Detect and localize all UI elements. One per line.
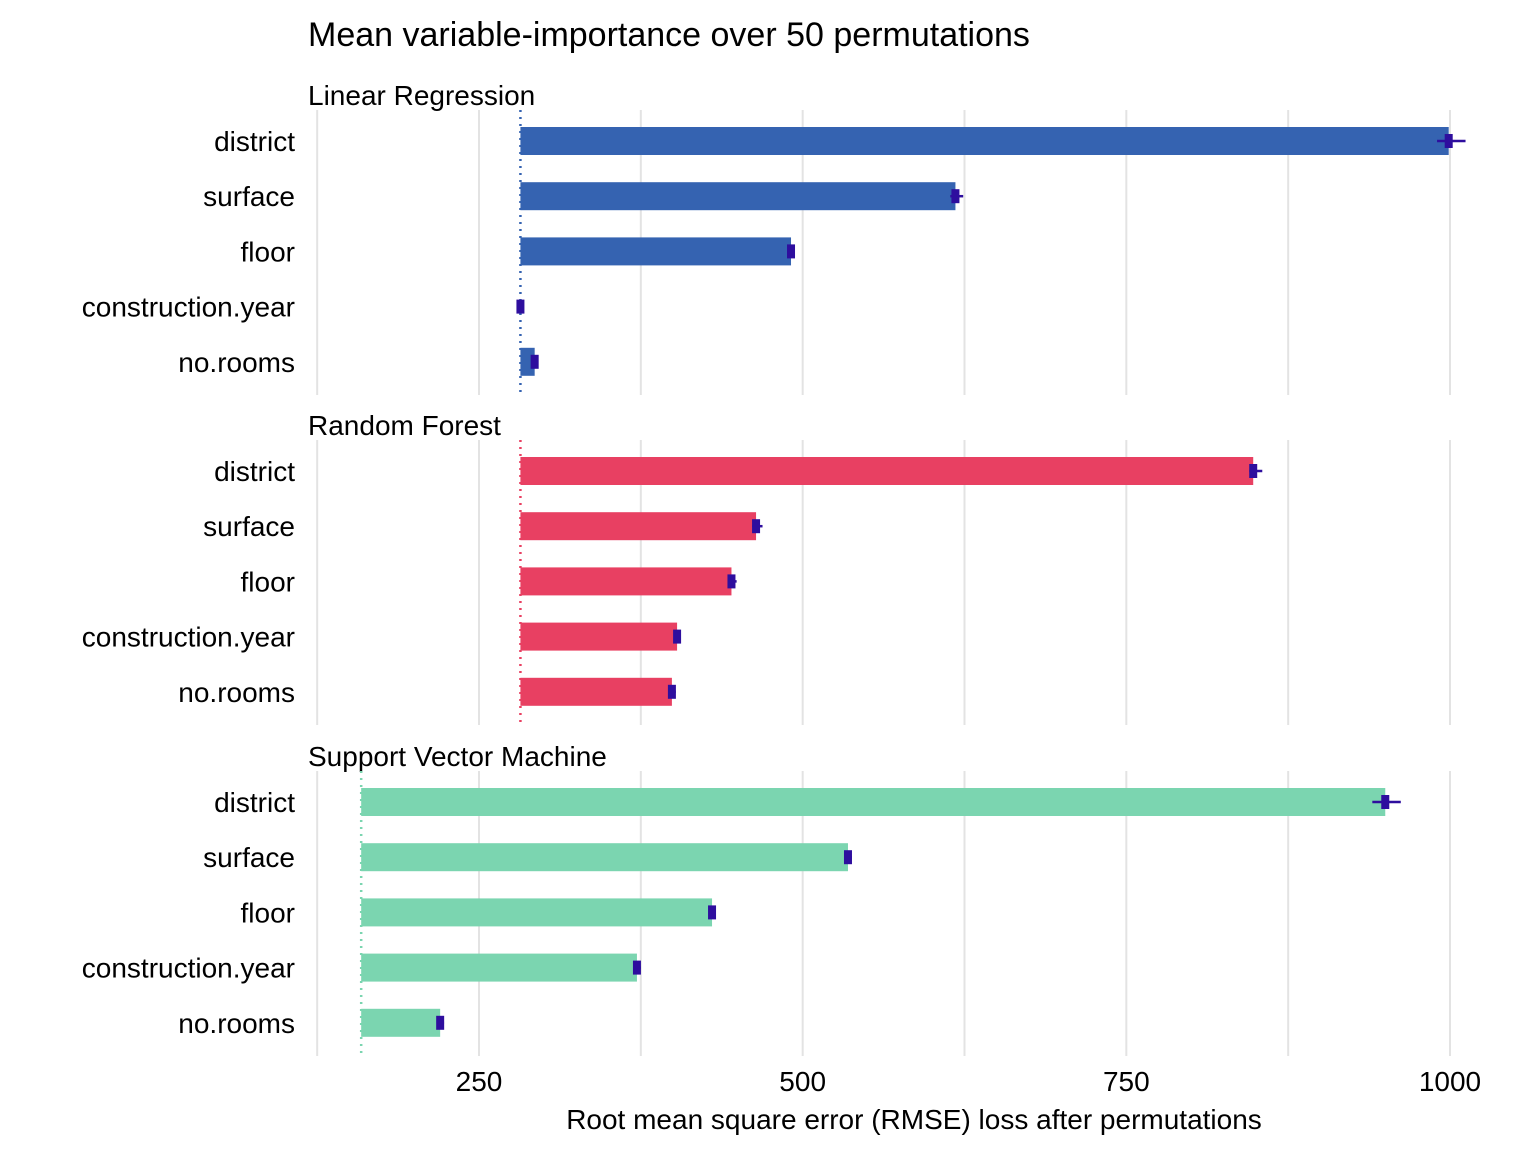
bar — [520, 127, 1449, 155]
facet-label: Random Forest — [308, 410, 501, 441]
mean-point — [673, 629, 682, 644]
bar — [361, 788, 1386, 816]
x-axis: 250 500 750 1000 — [456, 1066, 1482, 1097]
bar — [520, 182, 956, 211]
mean-point — [752, 519, 761, 534]
variable-label: surface — [203, 511, 295, 542]
variable-label: district — [214, 456, 295, 487]
x-tick-label: 750 — [1103, 1066, 1150, 1097]
panel-support-vector-machine: Support Vector Machine district surface flo… — [82, 741, 1451, 1056]
panel-linear-regression: Linear Regression district surface floor con… — [82, 80, 1466, 395]
variable-label: floor — [241, 897, 295, 928]
mean-point — [632, 960, 641, 975]
variable-label: district — [214, 787, 295, 818]
bar — [520, 512, 757, 541]
variable-label: construction.year — [82, 292, 295, 323]
bar — [361, 953, 637, 982]
bar — [520, 677, 672, 706]
mean-point — [951, 189, 960, 204]
mean-point — [787, 244, 796, 259]
mean-point — [843, 850, 852, 865]
x-tick-label: 250 — [456, 1066, 503, 1097]
bar — [520, 567, 732, 596]
bar — [361, 898, 713, 927]
mean-point — [1381, 795, 1390, 809]
bar — [520, 622, 678, 651]
chart-title: Mean variable-importance over 50 permuta… — [308, 16, 1030, 54]
mean-point — [1444, 134, 1453, 148]
variable-label: surface — [203, 181, 295, 212]
bar — [520, 457, 1254, 485]
mean-point — [516, 299, 525, 314]
variable-label: no.rooms — [178, 1008, 295, 1039]
facet-panels: Linear Regression district surface floor con… — [82, 80, 1466, 1056]
bar — [361, 843, 848, 872]
variable-label: construction.year — [82, 622, 295, 653]
x-tick-label: 500 — [779, 1066, 826, 1097]
variable-label: surface — [203, 842, 295, 873]
facet-label: Linear Regression — [308, 80, 535, 111]
x-tick-label: 1000 — [1419, 1066, 1481, 1097]
mean-point — [436, 1015, 445, 1030]
mean-point — [1249, 464, 1258, 478]
bar — [520, 237, 792, 266]
variable-label: no.rooms — [178, 347, 295, 378]
mean-point — [727, 574, 736, 589]
bar — [361, 1008, 441, 1037]
mean-point — [667, 684, 676, 699]
variable-label: district — [214, 126, 295, 157]
facet-label: Support Vector Machine — [308, 741, 607, 772]
variable-label: construction.year — [82, 953, 295, 984]
variable-label: floor — [241, 566, 295, 597]
variable-label: no.rooms — [178, 677, 295, 708]
x-axis-label: Root mean square error (RMSE) loss after… — [566, 1104, 1262, 1135]
mean-point — [708, 905, 717, 920]
variable-label: floor — [241, 236, 295, 267]
mean-point — [530, 354, 539, 369]
panel-random-forest: Random Forest district surface floor constru… — [82, 410, 1451, 725]
